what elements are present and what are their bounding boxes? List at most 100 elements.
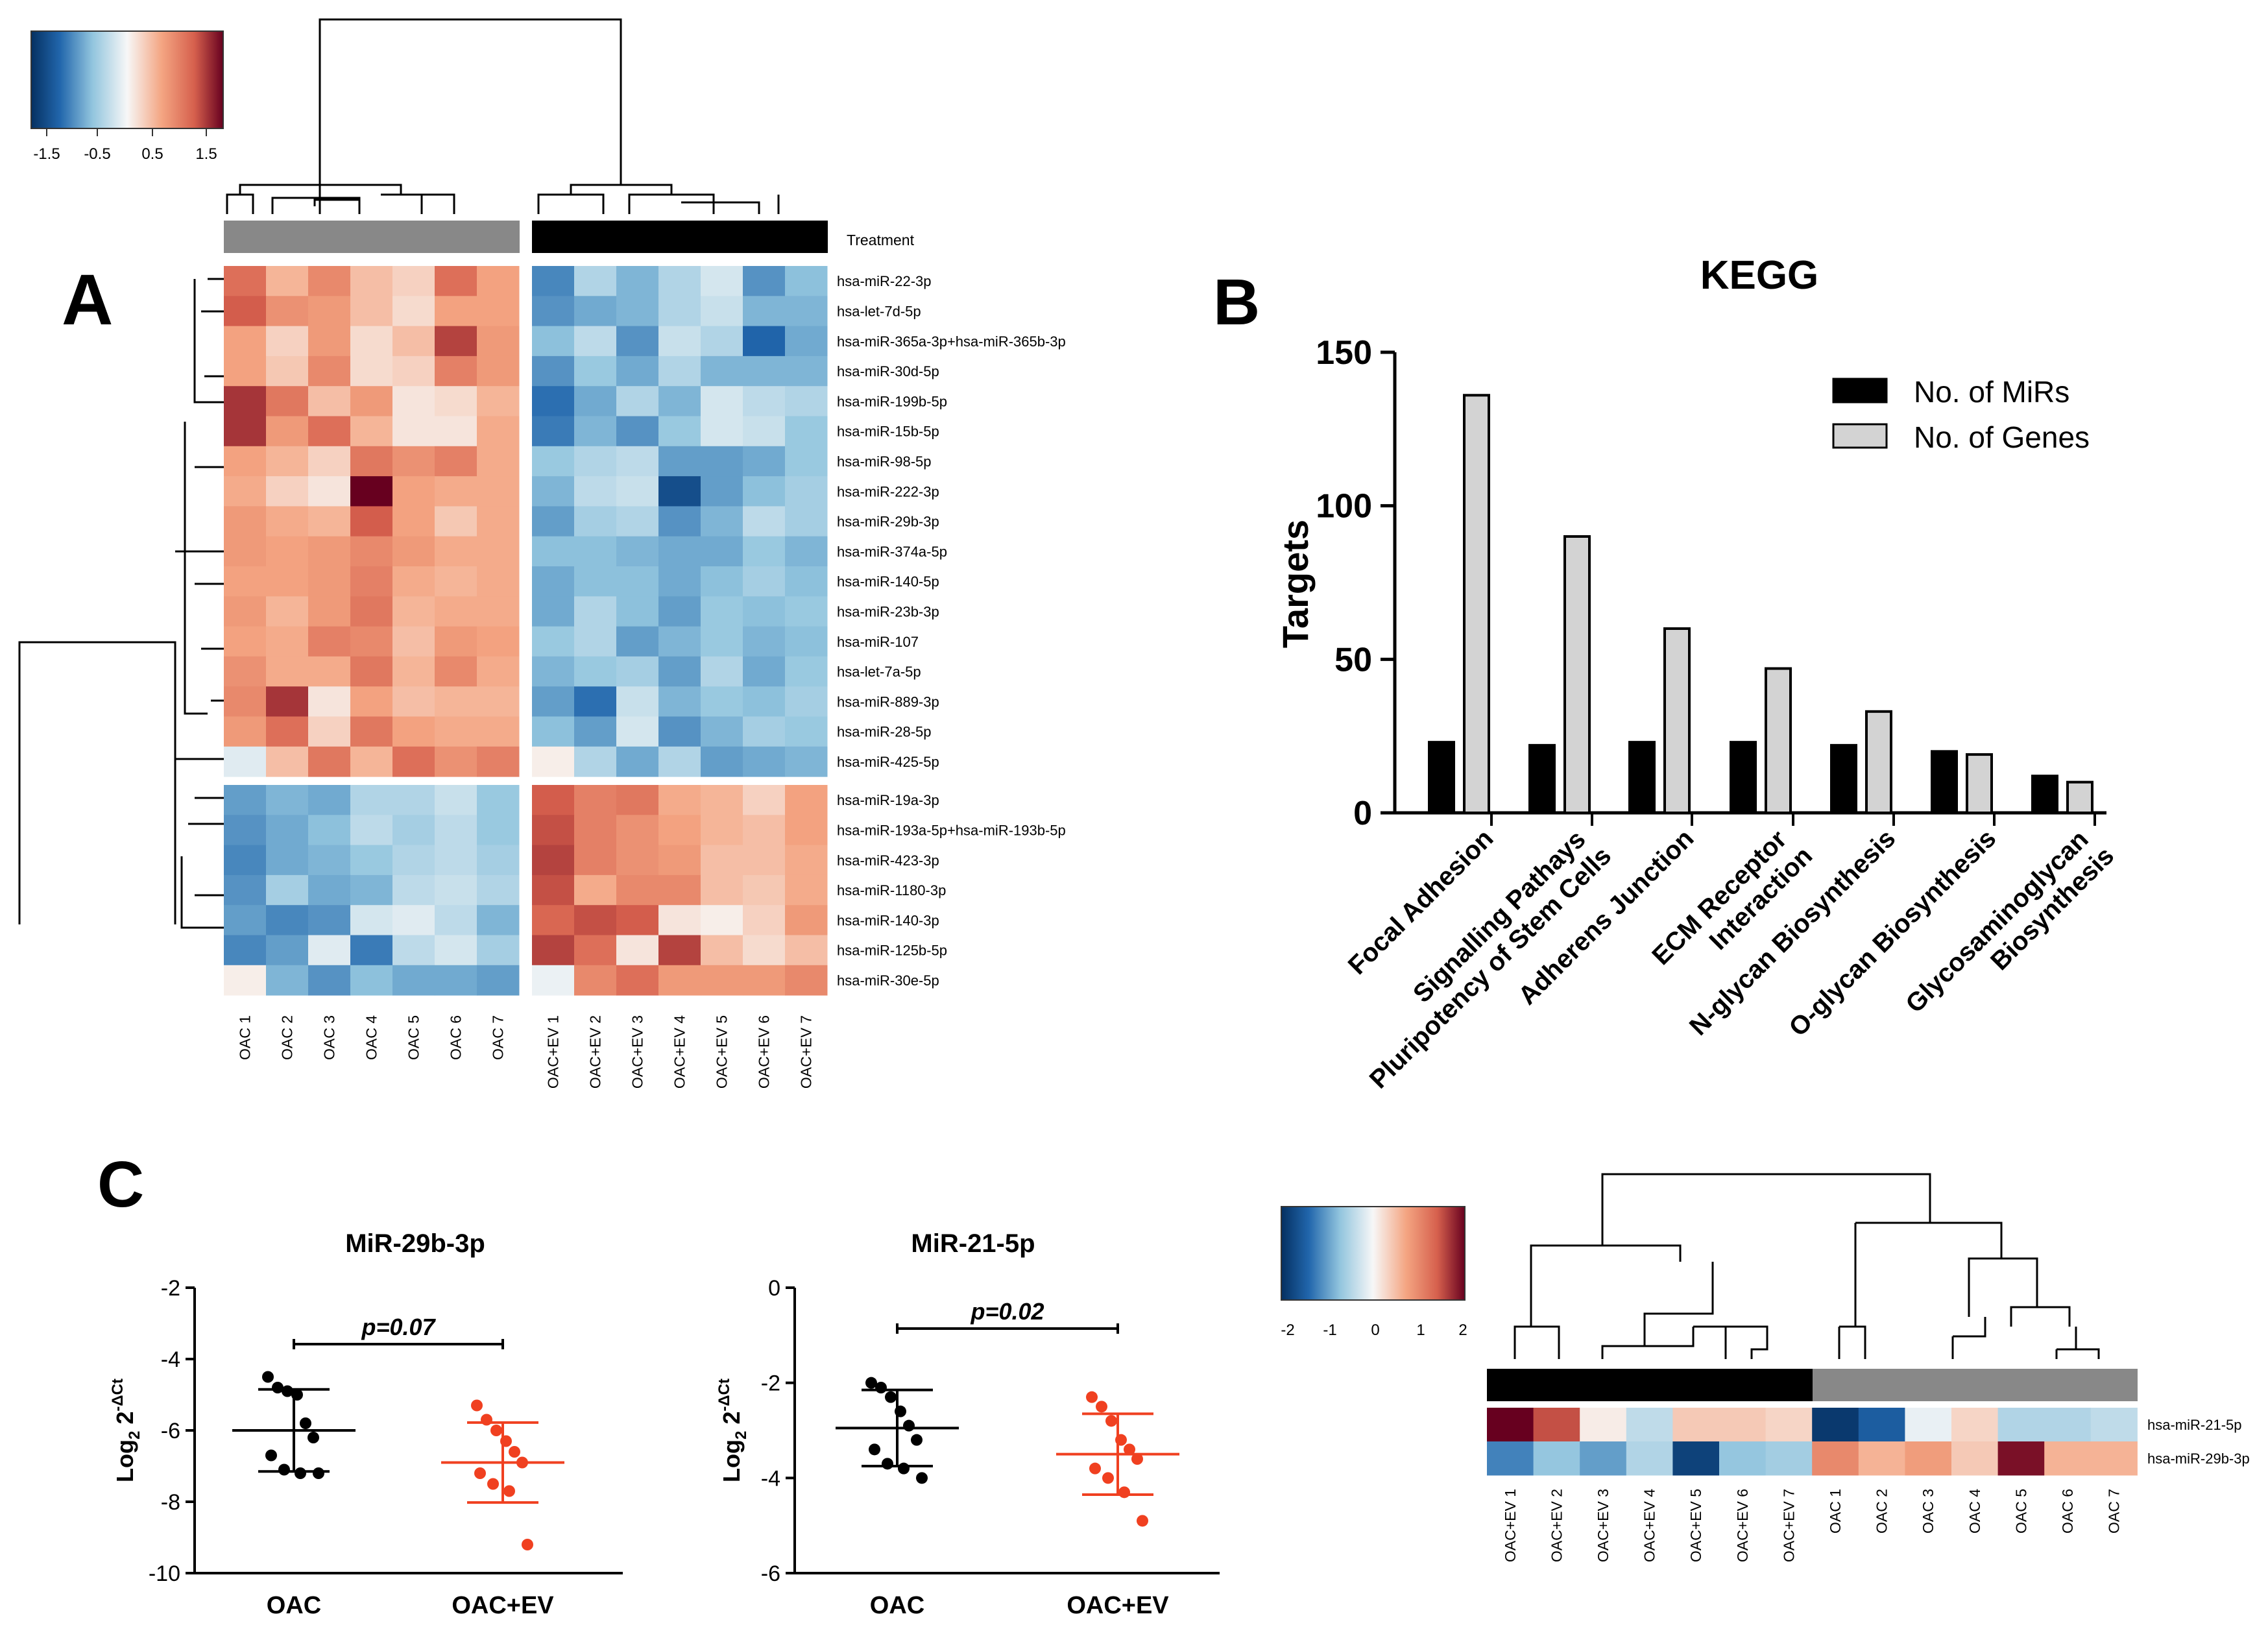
heatmap-a-cell bbox=[616, 386, 659, 416]
heatmap-a-cell bbox=[743, 935, 786, 966]
heatmap-a-cell bbox=[308, 386, 351, 416]
heatmap-c-cell bbox=[1951, 1441, 1999, 1476]
heatmap-a-cell bbox=[658, 965, 701, 996]
heatmap-a-cell bbox=[477, 874, 520, 906]
heatmap-c-cell bbox=[2090, 1408, 2138, 1442]
kegg-x-label-line: Pluripotency of Stem Cells bbox=[1364, 841, 1617, 1094]
heatmap-a-cell bbox=[266, 845, 309, 876]
heatmap-a-column-label: OAC 3 bbox=[321, 1015, 338, 1060]
row-dendrogram-a bbox=[18, 278, 224, 929]
ylabel-num: 2 bbox=[112, 1412, 138, 1425]
heatmap-a-cell bbox=[658, 446, 701, 477]
data-point bbox=[1137, 1515, 1148, 1527]
heatmap-a-cell bbox=[616, 874, 659, 906]
heatmap-a-cell bbox=[701, 266, 743, 296]
heatmap-a-cell bbox=[435, 746, 477, 777]
heatmap-a-cell bbox=[350, 355, 393, 387]
heatmap-a-cell bbox=[224, 845, 267, 876]
heatmap-a: -1.5 -0.5 0.5 1.5 Treatment bbox=[18, 18, 1066, 1089]
heatmap-a-cell bbox=[477, 596, 520, 627]
heatmap-a-column-label: OAC+EV 3 bbox=[629, 1015, 646, 1089]
heatmap-a-cell bbox=[350, 626, 393, 657]
heatmap-a-cell bbox=[224, 355, 267, 387]
heatmap-a-cell bbox=[785, 815, 828, 846]
colorbar-c-tick: 2 bbox=[1458, 1321, 1467, 1339]
heatmap-c-column-label: OAC+EV 4 bbox=[1641, 1489, 1658, 1562]
data-point bbox=[903, 1419, 915, 1432]
ylabel-sup: -ΔCt bbox=[109, 1379, 127, 1412]
heatmap-c-cell bbox=[1858, 1441, 1905, 1476]
heatmap-a-cell bbox=[743, 815, 786, 846]
data-point bbox=[295, 1467, 306, 1479]
heatmap-a-cell bbox=[266, 626, 309, 657]
heatmap-c-column-label: OAC 6 bbox=[2059, 1489, 2076, 1534]
heatmap-c-cell bbox=[1487, 1408, 1534, 1442]
heatmap-c-column-label: OAC+EV 2 bbox=[1548, 1489, 1565, 1562]
ylabel-sup-2: -ΔCt bbox=[716, 1379, 733, 1412]
y-tick-label: -4 bbox=[161, 1347, 180, 1372]
heatmap-a-cell bbox=[350, 506, 393, 537]
heatmap-a-cell bbox=[392, 536, 435, 567]
heatmap-a-row-label: hsa-miR-19a-3p bbox=[837, 792, 939, 808]
heatmap-a-cell bbox=[308, 656, 351, 687]
heatmap-c-cell bbox=[2090, 1441, 2138, 1476]
heatmap-a-cell bbox=[616, 355, 659, 387]
heatmap-a-cell bbox=[350, 965, 393, 996]
heatmap-a-cell bbox=[658, 935, 701, 966]
scatter-mir21-marks: OAC OAC+EV p=0.02 bbox=[836, 1298, 1179, 1619]
heatmap-a-row-label: hsa-miR-425-5p bbox=[837, 754, 939, 770]
heatmap-a-cell bbox=[477, 815, 520, 846]
kegg-bars bbox=[1428, 394, 2096, 826]
heatmap-a-row-label: hsa-miR-28-5p bbox=[837, 724, 932, 740]
heatmap-a-cell bbox=[616, 845, 659, 876]
heatmap-a-row-label: hsa-miR-30d-5p bbox=[837, 363, 939, 379]
heatmap-c-column-label: OAC 4 bbox=[1966, 1489, 1983, 1534]
heatmap-a-cell bbox=[308, 416, 351, 447]
heatmap-c-column-labels: OAC+EV 1 OAC+EV 2 OAC+EV 3 OAC+EV 4 OAC+EV 5… bbox=[1502, 1489, 2123, 1562]
heatmap-a-cell bbox=[435, 716, 477, 747]
heatmap-a-cell bbox=[743, 536, 786, 567]
heatmap-a-cell bbox=[532, 716, 575, 747]
heatmap-a-cell bbox=[616, 656, 659, 687]
scatter-mir21-y-ticks: -6 -4 -2 0 bbox=[761, 1276, 795, 1586]
column-dendrogram-c bbox=[1514, 1173, 2100, 1359]
heatmap-a-cell bbox=[701, 506, 743, 537]
heatmap-a-cell bbox=[532, 326, 575, 357]
heatmap-a-cell bbox=[574, 566, 617, 597]
heatmap-a-row-label: hsa-miR-140-5p bbox=[837, 573, 939, 590]
heatmap-a-cell bbox=[392, 686, 435, 717]
data-point bbox=[882, 1458, 893, 1470]
heatmap-a-cell bbox=[532, 536, 575, 567]
heatmap-a-cell bbox=[308, 476, 351, 507]
heatmap-a-cell bbox=[701, 815, 743, 846]
heatmap-a-cell bbox=[308, 815, 351, 846]
heatmap-a-cell bbox=[785, 566, 828, 597]
heatmap-a-cell bbox=[616, 296, 659, 327]
heatmap-a-cell bbox=[743, 626, 786, 657]
data-point bbox=[875, 1382, 887, 1393]
heatmap-c-column-label: OAC+EV 7 bbox=[1780, 1489, 1797, 1562]
heatmap-a-cell bbox=[392, 965, 435, 996]
heatmap-a-cell bbox=[308, 686, 351, 717]
heatmap-a-cell bbox=[350, 686, 393, 717]
heatmap-c-cell bbox=[1719, 1408, 1767, 1442]
heatmap-a-cell bbox=[574, 416, 617, 447]
heatmap-a-cell bbox=[658, 596, 701, 627]
heatmap-a-row-label: hsa-miR-125b-5p bbox=[837, 943, 947, 959]
heatmap-a-cell bbox=[392, 326, 435, 357]
heatmap-a-cell bbox=[532, 386, 575, 416]
heatmap-a-cell bbox=[224, 296, 267, 327]
colorbar-c-ticks: -2 -1 0 1 2 bbox=[1281, 1321, 1467, 1339]
heatmap-a-cell bbox=[477, 746, 520, 777]
heatmap-a-column-label: OAC 2 bbox=[279, 1015, 296, 1060]
heatmap-a-cell bbox=[350, 815, 393, 846]
heatmap-a-cell bbox=[743, 266, 786, 296]
heatmap-a-cell bbox=[743, 905, 786, 935]
heatmap-a-cell bbox=[224, 874, 267, 906]
heatmap-a-cell bbox=[224, 746, 267, 777]
heatmap-a-cell bbox=[435, 905, 477, 935]
kegg-bar-mirs bbox=[1830, 743, 1857, 815]
heatmap-a-cell bbox=[743, 686, 786, 717]
heatmap-a-cell bbox=[392, 656, 435, 687]
heatmap-c-cell bbox=[1719, 1441, 1767, 1476]
